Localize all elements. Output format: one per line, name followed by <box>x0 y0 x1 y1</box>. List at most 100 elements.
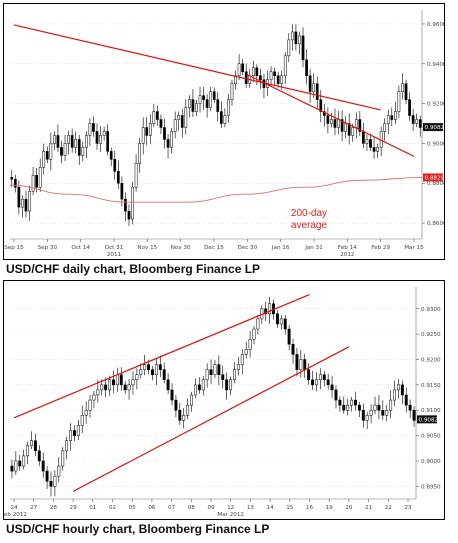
candle-body <box>28 190 31 212</box>
candle <box>283 314 287 335</box>
candle-body <box>213 364 217 375</box>
candle-body <box>311 379 315 386</box>
candle-body <box>314 379 318 386</box>
candle <box>234 70 237 90</box>
candle-body <box>188 99 191 108</box>
candle-body <box>17 186 21 208</box>
candle-body <box>318 374 322 381</box>
candle <box>248 331 252 358</box>
candle-body <box>376 147 379 152</box>
candle-body <box>312 83 316 92</box>
candle-body <box>217 364 221 375</box>
candle-body <box>174 399 178 411</box>
candle <box>354 112 358 139</box>
candle-body <box>372 147 376 152</box>
candle <box>30 431 33 450</box>
candle <box>202 87 205 110</box>
candle <box>303 353 307 379</box>
candle-body <box>264 308 268 315</box>
candle-body <box>113 159 117 172</box>
candle-body <box>358 119 362 132</box>
candle <box>408 92 411 121</box>
candle <box>100 379 104 396</box>
candle-body <box>63 143 67 156</box>
candle-body <box>33 440 37 452</box>
candle <box>45 146 49 164</box>
y-tick-label: 0.9150 <box>421 383 441 389</box>
candle-body <box>49 143 53 160</box>
candle <box>390 107 394 127</box>
candle-body <box>96 389 100 396</box>
candle-body <box>393 389 396 401</box>
candle <box>361 403 365 428</box>
x-tick-label: Dec 30 <box>237 245 257 251</box>
candle-body <box>42 151 46 168</box>
candle <box>209 86 213 112</box>
candle-body <box>351 127 355 136</box>
candle-body <box>99 135 102 144</box>
candle-body <box>291 344 295 355</box>
candle-body <box>193 384 197 396</box>
candle <box>92 116 95 137</box>
candle <box>49 132 53 171</box>
candle <box>318 368 322 390</box>
candle-body <box>141 127 145 144</box>
candle <box>60 140 63 164</box>
candle-body <box>326 115 330 124</box>
candle-body <box>346 404 350 411</box>
candle <box>85 131 88 159</box>
candle-body <box>30 440 33 446</box>
candle-body <box>303 359 307 370</box>
candle <box>248 69 252 88</box>
candle <box>230 79 234 106</box>
ma-annotation-line2: average <box>291 220 328 231</box>
candle <box>333 108 337 136</box>
candle <box>72 425 76 442</box>
candle-body <box>381 409 385 416</box>
candle-body <box>386 115 390 124</box>
candle <box>95 123 99 150</box>
candle <box>154 358 158 385</box>
candle <box>37 445 41 466</box>
candle-body <box>72 430 76 436</box>
candle-body <box>390 115 394 120</box>
candle-body <box>35 175 38 188</box>
candle <box>216 92 220 122</box>
candle-body <box>145 127 149 136</box>
candle <box>148 114 152 144</box>
candle <box>314 372 318 392</box>
candle-body <box>123 384 127 391</box>
candle-body <box>315 83 319 100</box>
candle <box>135 368 139 390</box>
candle <box>347 113 351 145</box>
candle <box>61 447 65 471</box>
candle <box>236 356 240 376</box>
candle-body <box>319 99 323 112</box>
candle-body <box>350 399 354 406</box>
y-tick-label: 0.9600 <box>427 22 444 28</box>
candle-body <box>369 139 372 148</box>
candle-body <box>143 364 147 370</box>
candle <box>88 394 92 418</box>
candle <box>233 362 236 384</box>
candle-body <box>111 379 115 386</box>
candle <box>244 341 248 359</box>
candle <box>28 185 31 221</box>
candle <box>386 109 390 135</box>
x-tick-label: 20 <box>345 505 353 511</box>
x-tick-label: 15 <box>286 505 294 511</box>
candle <box>295 347 299 377</box>
candle-body <box>389 399 393 411</box>
y-tick-label: 0.9050 <box>421 434 441 440</box>
candle <box>269 66 273 86</box>
candle <box>283 52 287 84</box>
candle <box>365 412 369 430</box>
candle <box>404 387 408 413</box>
y-tick-label: 0.8950 <box>421 484 441 490</box>
candle-body <box>184 107 188 128</box>
candle <box>376 143 379 158</box>
candle <box>365 134 369 151</box>
candle <box>311 370 315 390</box>
y-tick-label: 0.9300 <box>421 307 441 313</box>
candle <box>301 27 305 68</box>
